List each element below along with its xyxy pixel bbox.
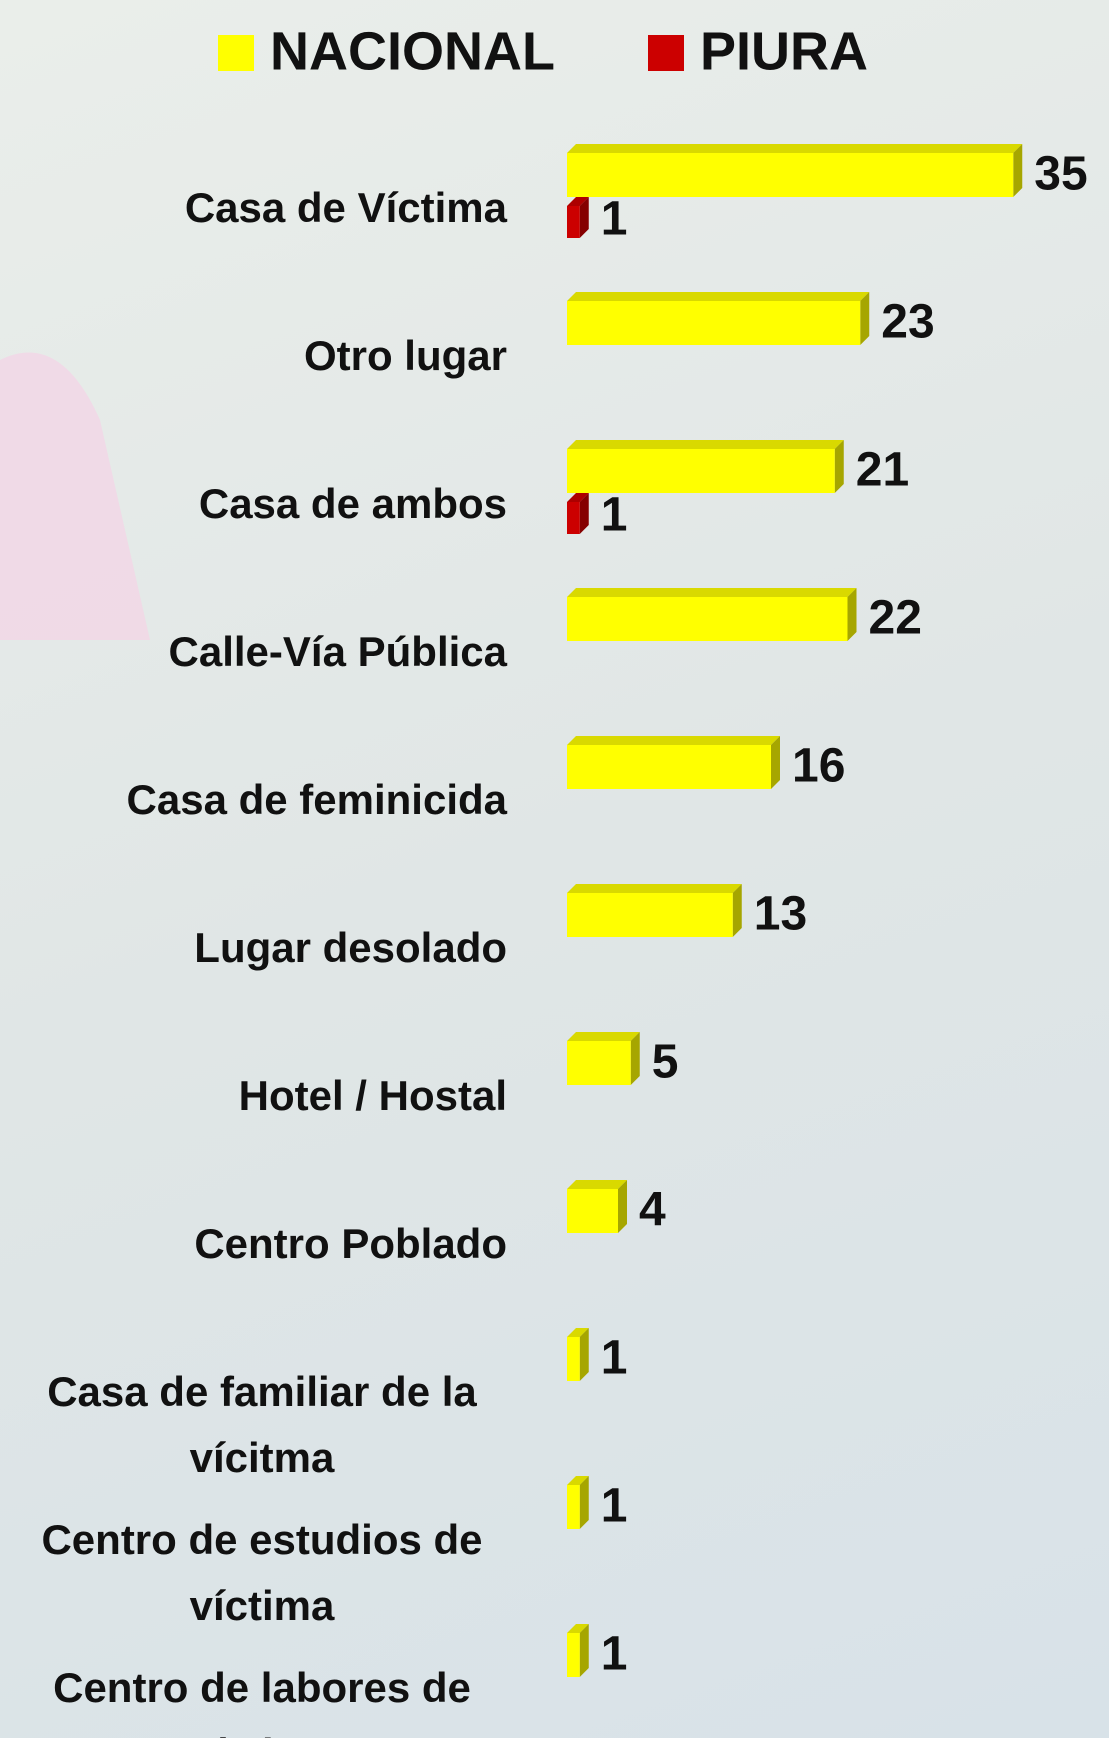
bar [567, 588, 857, 641]
bar [567, 1476, 589, 1529]
bar-top [567, 1476, 589, 1485]
bar-front [567, 597, 848, 641]
bar-top [567, 884, 742, 893]
bar-top [567, 1624, 589, 1633]
bar-side [579, 1624, 589, 1677]
bar [567, 493, 589, 534]
bar-front [567, 502, 580, 534]
bar [567, 1624, 589, 1677]
bar [567, 884, 742, 937]
bar-front [567, 745, 771, 789]
bar-side [834, 440, 844, 493]
legend-label: PIURA [700, 21, 868, 81]
bar-side [579, 493, 589, 534]
legend-swatch [648, 35, 684, 71]
bar [567, 144, 1023, 197]
bar [567, 1180, 627, 1233]
value-label: 5 [652, 1036, 679, 1089]
bar [567, 440, 844, 493]
bar-top [567, 144, 1023, 153]
bar-front [567, 301, 861, 345]
bar-top [567, 197, 589, 206]
bar-front [567, 153, 1014, 197]
category-label: Casa de ambos [198, 480, 507, 527]
category-label: Otro lugar [303, 332, 507, 379]
value-label: 1 [601, 1332, 628, 1385]
value-label: 23 [881, 296, 934, 349]
bar-front [567, 1189, 618, 1233]
bar-side [630, 1032, 640, 1085]
category-label: Calle-Vía Pública [168, 628, 507, 675]
bar-top [567, 1180, 627, 1189]
value-label: 1 [601, 1480, 628, 1533]
bar-front [567, 1633, 580, 1677]
bar-side [860, 292, 870, 345]
bar-side [771, 736, 780, 789]
legend-swatch [218, 35, 254, 71]
value-label: 1 [601, 1628, 628, 1681]
category-label: Casa de familiar de la vícitma [47, 1368, 477, 1481]
category-label: Casa de Víctima [184, 184, 507, 231]
category-label: Centro de estudios de víctima [41, 1516, 483, 1629]
bar-front [567, 1041, 631, 1085]
bar [567, 292, 870, 345]
value-label: 21 [856, 444, 909, 497]
bar-front [567, 893, 733, 937]
category-label: Centro Poblado [194, 1220, 507, 1267]
bar-top [567, 1032, 640, 1041]
category-label: Lugar desolado [194, 924, 507, 971]
bar-side [579, 197, 589, 238]
value-label: 13 [754, 888, 807, 941]
bar-side [618, 1180, 627, 1233]
bar-side [732, 884, 742, 937]
bar-top [567, 1328, 589, 1337]
value-label: 4 [639, 1184, 666, 1237]
legend-label: NACIONAL [270, 21, 555, 81]
bar-side [847, 588, 857, 641]
decoration [0, 352, 150, 640]
bar [567, 1032, 640, 1085]
value-label: 1 [601, 489, 628, 542]
category-label: Casa de feminicida [126, 776, 507, 823]
bar-front [567, 1485, 580, 1529]
bar-side [579, 1328, 589, 1381]
bar-side [579, 1476, 589, 1529]
value-label: 16 [792, 740, 845, 793]
bar-front [567, 206, 580, 238]
bar-top [567, 493, 589, 502]
bar [567, 197, 589, 238]
bar [567, 1328, 589, 1381]
bar-top [567, 588, 857, 597]
bar-top [567, 292, 870, 301]
bar-front [567, 1337, 580, 1381]
category-label: Centro de labores de víctima [53, 1664, 471, 1738]
bar-front [567, 449, 835, 493]
bar-top [567, 440, 844, 449]
category-label: Hotel / Hostal [238, 1072, 507, 1119]
value-label: 35 [1034, 148, 1087, 201]
value-label: 22 [869, 592, 922, 645]
bar-top [567, 736, 780, 745]
bar [567, 736, 780, 789]
bar-side [1013, 144, 1023, 197]
value-label: 1 [601, 193, 628, 246]
